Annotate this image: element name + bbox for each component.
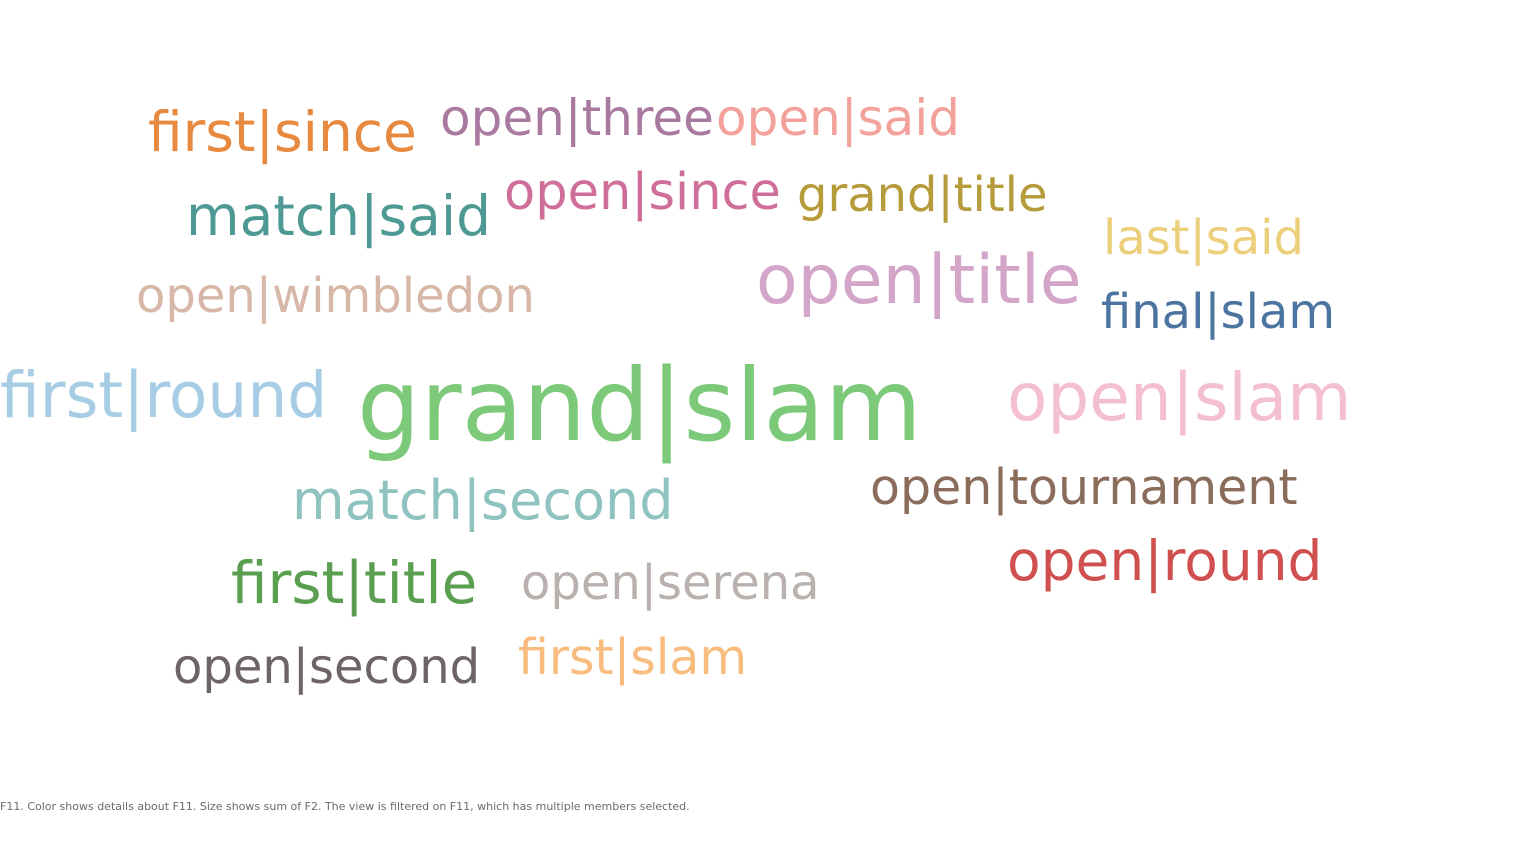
word-open-round: open|round xyxy=(1007,529,1323,593)
word-last-said: last|said xyxy=(1103,210,1304,266)
word-open-three: open|three xyxy=(440,89,714,147)
word-match-second: match|second xyxy=(292,469,674,532)
word-open-slam: open|slam xyxy=(1007,359,1352,436)
word-grand-slam: grand|slam xyxy=(357,347,922,464)
word-match-said: match|said xyxy=(186,184,492,248)
word-first-title: first|title xyxy=(231,549,478,617)
word-open-title: open|title xyxy=(756,241,1082,320)
word-open-second: open|second xyxy=(173,639,481,695)
word-open-said: open|said xyxy=(716,89,960,147)
chart-footnote: F11. Color shows details about F11. Size… xyxy=(0,800,690,813)
word-open-serena: open|serena xyxy=(521,555,820,611)
word-open-tournament: open|tournament xyxy=(870,459,1298,516)
word-first-round: first|round xyxy=(0,359,328,432)
word-open-since: open|since xyxy=(504,163,781,222)
word-open-wimbledon: open|wimbledon xyxy=(136,268,535,324)
word-grand-title: grand|title xyxy=(797,167,1048,223)
word-first-slam: first|slam xyxy=(518,629,748,686)
word-final-slam: final|slam xyxy=(1101,284,1336,340)
word-first-since: first|since xyxy=(148,100,417,164)
